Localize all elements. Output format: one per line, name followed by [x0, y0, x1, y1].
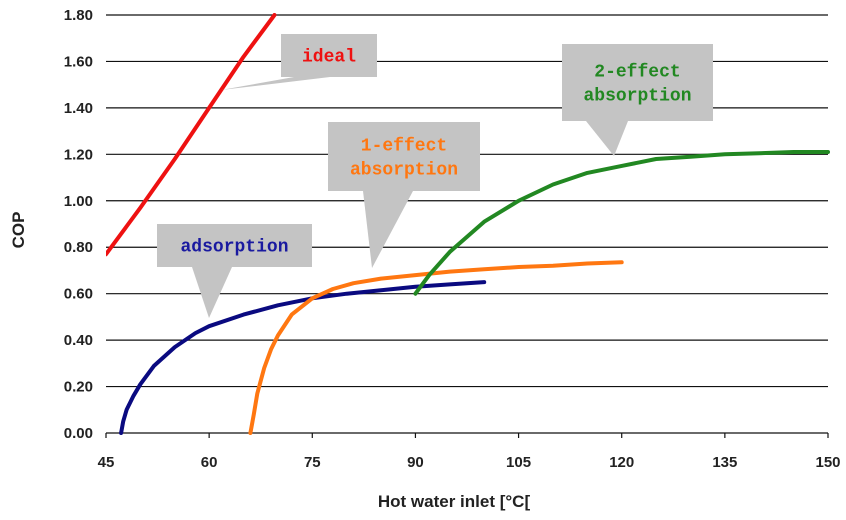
y-axis-title: COP — [9, 212, 28, 249]
callout-label: absorption — [583, 87, 691, 107]
y-tick-label: 1.60 — [64, 53, 93, 70]
callout-pointer — [586, 121, 628, 156]
series-line-1-effect-absorption — [248, 260, 624, 435]
callout-label: adsorption — [180, 238, 288, 258]
series-line-ideal — [106, 13, 277, 257]
series-lines — [106, 13, 830, 435]
y-tick-label: 1.20 — [64, 146, 93, 163]
y-tick-label: 1.40 — [64, 100, 93, 117]
callout-box — [281, 34, 377, 77]
y-tick-label: 1.80 — [64, 7, 93, 24]
series-line-2-effect-absorption — [413, 150, 830, 296]
y-tick-label: 1.00 — [64, 193, 93, 210]
callout-pointer — [363, 191, 413, 268]
callout-pointer — [221, 77, 330, 90]
callouts: idealadsorption1-effectabsorption2-effec… — [157, 34, 713, 318]
y-tick-label: 0.60 — [64, 286, 93, 303]
x-tick-label: 120 — [609, 454, 634, 471]
axes: 0.00 0.20 0.40 0.60 0.80 1.00 1.20 1.40 1.60 1.80… — [64, 7, 841, 471]
y-tick-label: 0.00 — [64, 425, 93, 442]
x-axis-title: Hot water inlet [°C[ — [378, 492, 531, 511]
callout-box — [328, 122, 480, 191]
callout-1-effect-absorption: 1-effect absorption — [328, 122, 480, 268]
x-tick-label: 45 — [98, 454, 115, 471]
callout-pointer — [192, 267, 232, 318]
callout-box — [562, 44, 713, 121]
callout-box — [157, 224, 312, 267]
series-line-adsorption — [119, 280, 487, 435]
x-tick-label: 135 — [712, 454, 737, 471]
x-tick-label: 60 — [201, 454, 218, 471]
callout-label: 2-effect — [594, 63, 680, 83]
callout-label: ideal — [302, 48, 356, 68]
y-tick-label: 0.40 — [64, 332, 93, 349]
callout-adsorption: adsorption — [157, 224, 312, 318]
x-tick-label: 150 — [815, 454, 840, 471]
y-tick-label: 0.80 — [64, 239, 93, 256]
callout-label: absorption — [350, 161, 458, 181]
x-tick-label: 75 — [304, 454, 321, 471]
callout-label: 1-effect — [361, 137, 447, 157]
callout-ideal: ideal — [221, 34, 377, 90]
callout-2-effect-absorption: 2-effect absorption — [562, 44, 713, 156]
grid — [106, 14, 828, 434]
x-tick-label: 90 — [407, 454, 424, 471]
x-tick-label: 105 — [506, 454, 531, 471]
y-tick-label: 0.20 — [64, 379, 93, 396]
